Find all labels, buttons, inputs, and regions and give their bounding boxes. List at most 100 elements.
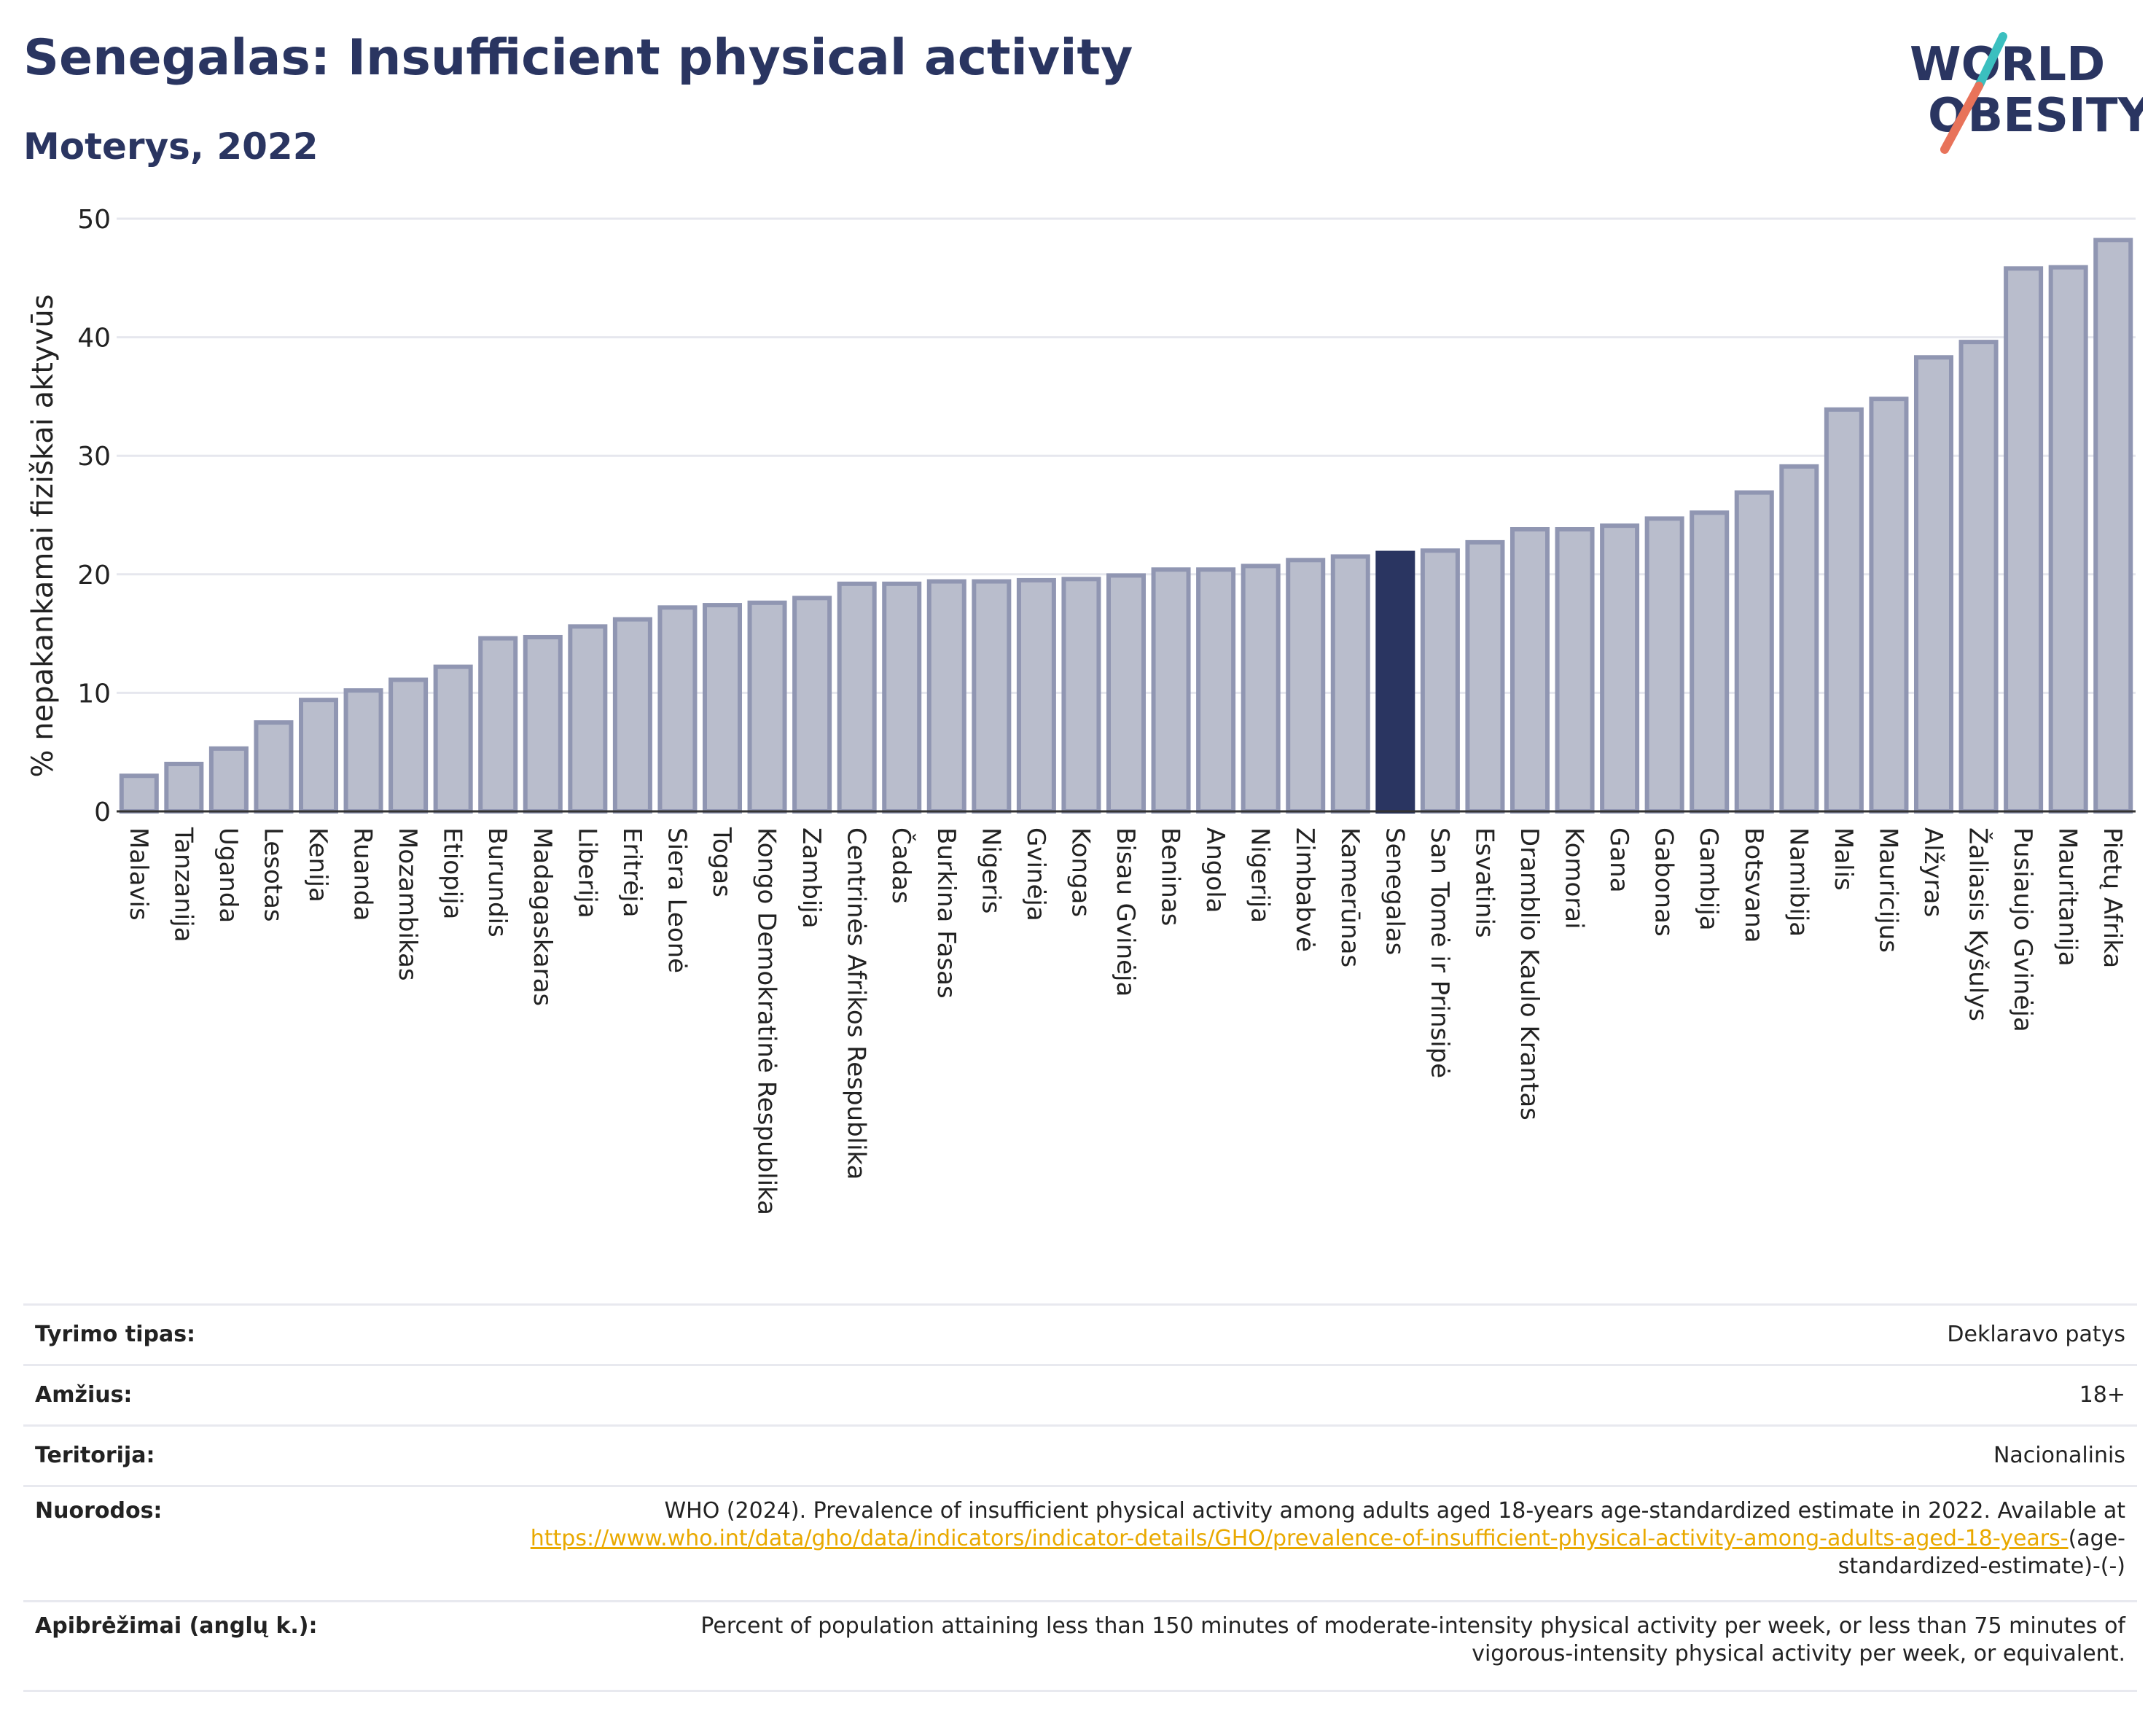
bar[interactable]: [612, 617, 652, 814]
x-tick-label: Siera Leonė: [662, 827, 691, 973]
x-tick-label: Nigerija: [1246, 827, 1275, 923]
x-tick-label: Dramblio Kaulo Krantas: [1515, 827, 1544, 1120]
x-tick-label: Žaliasis Kyšulys: [1964, 827, 1993, 1021]
reference-text: WHO (2024). Prevalence of insufficient p…: [664, 1498, 2125, 1524]
bar[interactable]: [119, 773, 159, 814]
bar[interactable]: [926, 579, 966, 814]
info-row-survey-type: Tyrimo tipas: Deklaravo patys: [23, 1303, 2137, 1364]
x-tick-label: Ruanda: [348, 827, 378, 921]
bar[interactable]: [2004, 266, 2044, 814]
x-tick-label: Kenija: [303, 827, 332, 902]
reference-link[interactable]: https://www.who.int/data/gho/data/indica…: [530, 1526, 2069, 1551]
x-tick-label: Mozambikas: [393, 827, 422, 981]
page-title: Senegalas: Insufficient physical activit…: [23, 29, 1133, 87]
x-tick-label: Čadas: [886, 827, 916, 904]
info-label: Apibrėžimai (anglų k.):: [35, 1613, 318, 1639]
bar[interactable]: [343, 688, 383, 814]
info-row-territory: Teritorija: Nacionalinis: [23, 1424, 2137, 1485]
bar[interactable]: [1151, 567, 1191, 814]
x-tick-label: Etiopija: [438, 827, 467, 919]
info-value: 18+: [2079, 1382, 2125, 1408]
bar[interactable]: [1106, 573, 1147, 814]
bar[interactable]: [1196, 567, 1236, 814]
bar[interactable]: [792, 596, 832, 814]
x-tick-label: Gvinėja: [1021, 827, 1050, 921]
x-tick-label: Lesotas: [258, 827, 287, 922]
y-tick-label: 0: [94, 798, 111, 827]
x-tick-label: Gabonas: [1649, 827, 1679, 937]
x-tick-label: Esvatinis: [1469, 827, 1499, 938]
bar[interactable]: [1869, 397, 1909, 814]
bar[interactable]: [1286, 558, 1326, 814]
bar[interactable]: [1509, 527, 1550, 814]
bar[interactable]: [1734, 490, 1774, 814]
x-axis-labels: Malavis Tanzanija Uganda Lesotas Kenija Ruand…: [124, 827, 2127, 1215]
x-tick-label: Botsvana: [1739, 827, 1768, 943]
bar[interactable]: [208, 746, 249, 814]
x-tick-label: Uganda: [214, 827, 243, 923]
x-tick-label: Namibija: [1784, 827, 1813, 937]
bar[interactable]: [164, 761, 204, 814]
bar[interactable]: [972, 579, 1012, 814]
info-row-definitions: Apibrėžimai (anglų k.): Percent of popul…: [23, 1600, 2137, 1692]
bar[interactable]: [523, 634, 563, 814]
bar[interactable]: [1465, 539, 1505, 814]
bar[interactable]: [1690, 510, 1730, 814]
bar[interactable]: [747, 600, 787, 814]
bar[interactable]: [254, 720, 294, 814]
bar[interactable]: [1330, 554, 1370, 814]
x-tick-label: Tanzanija: [168, 827, 198, 942]
x-tick-label: San Tomė ir Prinsipė: [1425, 827, 1454, 1078]
info-label: Nuorodos:: [35, 1498, 163, 1524]
x-tick-label: Alžyras: [1918, 827, 1948, 917]
x-tick-label: Madagaskaras: [528, 827, 557, 1006]
x-tick-label: Malis: [1829, 827, 1858, 891]
bar[interactable]: [2093, 238, 2133, 814]
bar[interactable]: [2048, 265, 2088, 814]
x-tick-label: Eritrėja: [617, 827, 647, 917]
bar[interactable]: [837, 581, 877, 814]
x-tick-label: Malavis: [124, 827, 153, 921]
bar[interactable]: [1555, 527, 1595, 814]
x-tick-label: Gana: [1604, 827, 1633, 893]
x-tick-label: Togas: [707, 827, 736, 897]
x-tick-label: Kongas: [1066, 827, 1095, 917]
x-tick-label: Kongo Demokratinė Respublika: [752, 827, 781, 1215]
bar[interactable]: [1644, 516, 1684, 814]
x-tick-label: Gambija: [1694, 827, 1723, 931]
bar[interactable]: [568, 624, 608, 814]
bar-chart: 0 10 20 30 40 50 Malavis Tanzanija Uganda Lesota…: [26, 205, 2136, 1215]
x-tick-label: Zimbabvė: [1290, 827, 1319, 952]
info-row-references: Nuorodos: WHO (2024). Prevalence of insu…: [23, 1485, 2137, 1600]
bar[interactable]: [882, 581, 922, 814]
bar[interactable]: [1958, 340, 1999, 814]
bar[interactable]: [1913, 355, 1954, 814]
bar[interactable]: [702, 603, 743, 814]
x-tick-label: Beninas: [1156, 827, 1185, 926]
y-tick-label: 20: [77, 561, 111, 590]
logo-text-world: WORLD: [1910, 38, 2105, 92]
bar[interactable]: [1420, 548, 1460, 814]
bar[interactable]: [1824, 407, 1864, 814]
bar-highlighted[interactable]: [1375, 550, 1415, 814]
x-tick-label: Pusiaujo Gvinėja: [2008, 827, 2037, 1032]
bar[interactable]: [657, 605, 698, 814]
bar[interactable]: [478, 636, 518, 814]
bar[interactable]: [298, 698, 339, 814]
y-axis-ticks: 0 10 20 30 40 50: [77, 205, 111, 827]
reference-suffix: (age-standardized-estimate)-(-): [1837, 1526, 2125, 1579]
bar[interactable]: [1016, 577, 1056, 814]
y-tick-label: 50: [77, 205, 111, 235]
x-tick-label: Pietų Afrika: [2098, 827, 2127, 968]
x-tick-label: Centrinės Afrikos Respublika: [842, 827, 871, 1180]
logo-slash-teal: [1975, 32, 2007, 90]
bar[interactable]: [1779, 464, 1819, 814]
bar[interactable]: [433, 664, 473, 814]
bar[interactable]: [1241, 564, 1281, 814]
bar[interactable]: [1061, 577, 1101, 814]
bar[interactable]: [388, 677, 429, 814]
info-value: Deklaravo patys: [1947, 1322, 2125, 1347]
x-tick-label: Burkina Fasas: [931, 827, 961, 999]
bar[interactable]: [1600, 523, 1640, 814]
x-tick-label: Mauricijus: [1873, 827, 1902, 953]
